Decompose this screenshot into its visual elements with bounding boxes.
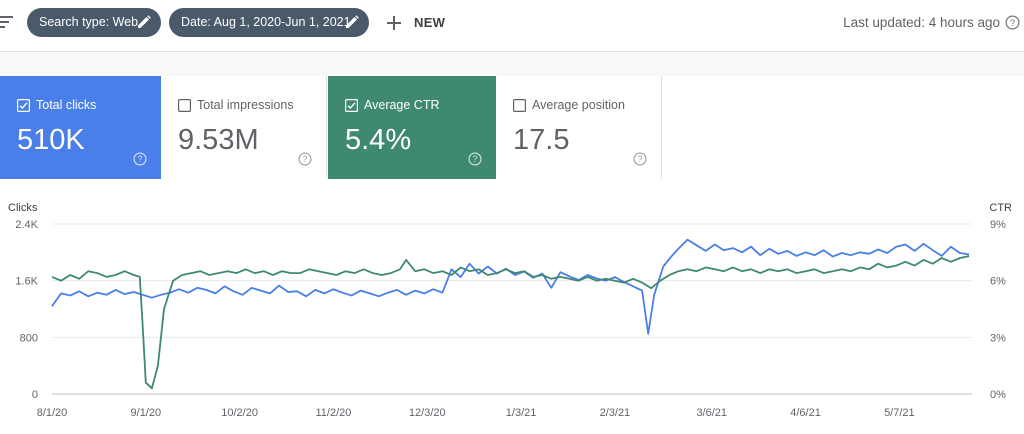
date-range-chip-label: Date: Aug 1, 2020-Jun 1, 2021 — [181, 15, 351, 29]
metric-value: 510K — [17, 124, 85, 156]
x-tick-label: 12/3/20 — [409, 407, 446, 419]
search-type-chip-label: Search type: Web — [39, 15, 139, 29]
metric-card-average-ctr[interactable]: Average CTR 5.4% ? — [328, 76, 496, 179]
y-right-tick-label: 9% — [990, 219, 1006, 231]
svg-text:?: ? — [138, 154, 143, 164]
metric-value: 5.4% — [345, 124, 412, 156]
search-type-chip[interactable]: Search type: Web — [27, 8, 161, 37]
help-icon[interactable]: ? — [633, 152, 647, 166]
help-icon[interactable]: ? — [133, 152, 147, 166]
new-filter-button[interactable]: NEW — [384, 8, 445, 37]
checkbox-unchecked-icon[interactable] — [178, 98, 191, 112]
metric-card-average-position[interactable]: Average position 17.5 ? — [496, 76, 662, 179]
metric-header: Average position — [513, 98, 625, 112]
metric-value: 17.5 — [513, 124, 570, 156]
y-axis-right-title: CTR — [989, 202, 1012, 214]
checkbox-checked-icon[interactable] — [17, 98, 30, 112]
checkbox-unchecked-icon[interactable] — [513, 98, 526, 112]
metric-header: Total impressions — [178, 98, 294, 112]
x-tick-label: 1/3/21 — [506, 407, 537, 419]
metric-header: Total clicks — [17, 98, 96, 112]
metric-card-total-clicks[interactable]: Total clicks 510K ? — [0, 76, 161, 179]
date-range-chip[interactable]: Date: Aug 1, 2020-Jun 1, 2021 — [169, 8, 369, 37]
y-right-tick-label: 6% — [990, 276, 1006, 288]
series-line-ctr — [51, 255, 970, 390]
edit-pencil-icon[interactable] — [345, 15, 359, 29]
y-left-tick-label: 800 — [20, 332, 38, 344]
x-tick-label: 4/6/21 — [790, 407, 821, 419]
plus-icon — [387, 15, 401, 30]
metric-label: Average position — [532, 98, 625, 112]
x-tick-label: 3/6/21 — [696, 407, 727, 419]
svg-text:?: ? — [303, 154, 308, 164]
metric-label: Total impressions — [197, 98, 294, 112]
last-updated-text: Last updated: 4 hours ago — [843, 15, 1000, 30]
metric-label: Total clicks — [36, 98, 97, 112]
metric-label: Average CTR — [364, 98, 440, 112]
help-icon[interactable]: ? — [468, 152, 482, 166]
x-tick-label: 9/1/20 — [131, 407, 162, 419]
y-left-tick-label: 1.6K — [15, 276, 38, 288]
metric-card-total-impressions[interactable]: Total impressions 9.53M ? — [161, 76, 327, 179]
x-tick-label: 11/2/20 — [316, 407, 352, 419]
x-tick-label: 8/1/20 — [37, 407, 68, 419]
x-tick-label: 10/2/20 — [221, 407, 258, 419]
edit-pencil-icon[interactable] — [137, 15, 151, 29]
toolbar-divider-strip — [0, 53, 1024, 76]
x-tick-label: 5/7/21 — [884, 407, 915, 419]
help-icon[interactable]: ? — [1005, 15, 1020, 30]
new-filter-label: NEW — [414, 15, 446, 30]
series-line-clicks — [51, 238, 970, 335]
y-left-tick-label: 0 — [32, 389, 38, 401]
filter-icon[interactable] — [0, 14, 16, 30]
svg-text:?: ? — [473, 154, 478, 164]
toolbar: Search type: Web Date: Aug 1, 2020-Jun 1… — [0, 0, 1024, 52]
metric-header: Average CTR — [345, 98, 440, 112]
y-right-tick-label: 0% — [990, 389, 1006, 401]
checkbox-checked-icon[interactable] — [345, 98, 358, 112]
metric-value: 9.53M — [178, 124, 259, 156]
x-tick-label: 2/3/21 — [600, 407, 631, 419]
svg-text:?: ? — [1010, 18, 1015, 28]
help-icon[interactable]: ? — [298, 152, 312, 166]
y-left-tick-label: 2.4K — [15, 219, 38, 231]
performance-chart: Clicks CTR 0 800 1.6K 2.4K 0% 3% 6% 9% 8/1/20 9… — [8, 202, 1012, 419]
svg-text:?: ? — [638, 154, 643, 164]
y-right-tick-label: 3% — [990, 332, 1006, 344]
y-axis-left-title: Clicks — [8, 202, 38, 214]
